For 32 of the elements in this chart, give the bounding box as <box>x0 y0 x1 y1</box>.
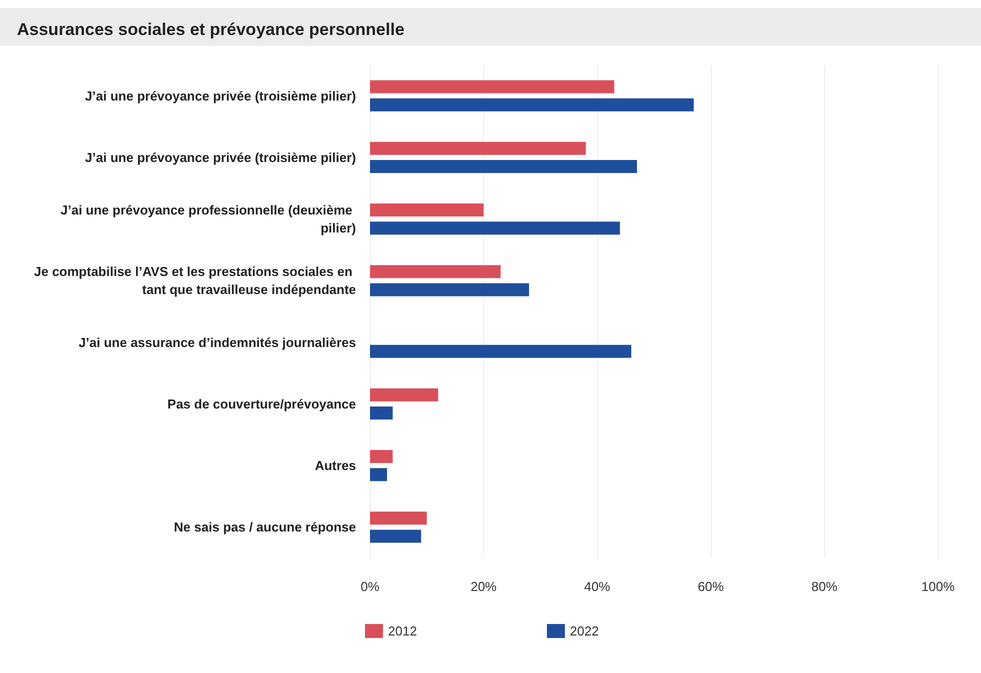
y-tick-label: J’ai une prévoyance privée (troisième pilier) <box>85 150 356 165</box>
x-tick-label: 100% <box>921 579 956 594</box>
text: Assurances sociales et prévoyance personnelle <box>17 20 404 39</box>
bar <box>370 450 393 463</box>
y-tick-label: Pas de couverture/prévoyance <box>167 396 356 412</box>
bar <box>370 283 530 296</box>
bar <box>370 512 427 525</box>
y-tick-label: Autres <box>314 458 356 474</box>
y-tick-label: J’ai une prévoyance privée (troisième pilier) <box>85 88 356 104</box>
x-tick-label: 0% <box>360 579 380 594</box>
y-tick-label: J’ai une prévoyance professionnelle (deuxième pilier) <box>60 202 356 236</box>
bar <box>370 530 422 543</box>
x-tick-label: 20% <box>470 579 498 594</box>
bar <box>370 344 632 358</box>
y-tick-label: Ne sais pas / aucune réponse <box>174 520 356 535</box>
bar <box>370 468 388 482</box>
legend-label: 2022 <box>570 624 599 638</box>
y-tick-label: J’ai une assurance d’indemnités journalières <box>78 334 356 350</box>
bar <box>370 388 438 402</box>
bar <box>370 98 694 112</box>
bar <box>370 222 620 235</box>
x-tick-label: 80% <box>811 579 838 594</box>
x-tick-label: 40% <box>584 579 611 594</box>
y-tick-label: Je comptabilise l’AVS et les prestations sociales en tant que travailleuse indépendante <box>34 264 356 298</box>
legend-label: 2012 <box>388 624 417 638</box>
bar <box>370 142 586 155</box>
bar <box>370 406 393 420</box>
bar <box>370 203 484 216</box>
bar <box>370 265 501 278</box>
bar <box>370 80 614 94</box>
x-tick-label: 60% <box>698 579 724 594</box>
bar <box>370 160 637 174</box>
